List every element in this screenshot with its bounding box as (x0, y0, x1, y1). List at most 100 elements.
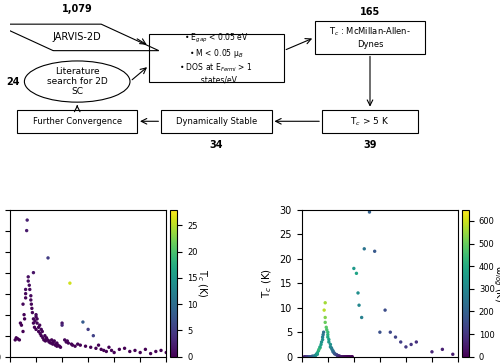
Point (33, 316, 41, 322)
Point (20, 312, 28, 317)
Point (26, 282, 34, 288)
Point (31, 318, 39, 324)
Point (58, 322, 66, 328)
Point (142, 347, 150, 352)
Point (76, 342, 84, 348)
Point (312, 351, 320, 357)
Point (402, 344, 410, 350)
Point (32, 327, 40, 332)
Point (64, 340, 72, 346)
Point (40, 337, 48, 343)
Point (102, 349, 110, 355)
Point (318, 334, 326, 340)
Point (110, 349, 118, 355)
Y-axis label: T$_c$ (K): T$_c$ (K) (260, 268, 274, 298)
Text: Literature
search for 2D
SC: Literature search for 2D SC (47, 67, 108, 96)
Point (381, 307, 389, 313)
Point (42, 335, 50, 341)
Point (360, 246, 368, 252)
Text: T$_c$ : McMillan-Allen-
Dynes: T$_c$ : McMillan-Allen- Dynes (329, 26, 411, 49)
Point (309, 353, 317, 359)
Point (82, 343, 90, 349)
Point (64, 338, 72, 344)
Point (27, 297, 35, 303)
Point (34, 329, 42, 335)
Point (22, 286, 30, 292)
Point (340, 354, 347, 360)
Point (321, 314, 329, 320)
Point (322, 324, 330, 330)
Point (162, 349, 170, 355)
Point (324, 329, 332, 335)
Point (320, 329, 328, 335)
Point (42, 338, 50, 344)
Point (347, 354, 355, 360)
Point (97, 347, 105, 352)
Text: 165: 165 (360, 7, 380, 17)
Point (370, 248, 378, 254)
Point (329, 349, 337, 355)
Point (428, 349, 436, 355)
Point (303, 354, 311, 360)
Point (86, 344, 94, 350)
Point (18, 322, 25, 328)
Point (326, 344, 334, 350)
Point (304, 354, 312, 360)
Point (315, 347, 323, 352)
Point (319, 332, 327, 337)
Point (324, 334, 332, 340)
Point (344, 354, 352, 360)
Y-axis label: T$_c$ (K): T$_c$ (K) (195, 269, 208, 297)
Point (11, 337, 19, 343)
Point (105, 344, 113, 350)
Point (328, 347, 336, 352)
Point (354, 290, 362, 296)
Point (306, 354, 314, 360)
Point (407, 341, 415, 347)
Point (317, 341, 325, 347)
Point (157, 348, 165, 353)
Point (30, 270, 38, 276)
Text: 24: 24 (6, 76, 20, 87)
Point (34, 324, 42, 330)
Point (324, 332, 332, 337)
Point (22, 295, 30, 301)
Point (45, 339, 53, 345)
Point (386, 329, 394, 335)
Point (74, 341, 82, 347)
Point (343, 354, 351, 360)
Text: JARVIS-2D: JARVIS-2D (53, 32, 102, 43)
Point (340, 354, 348, 360)
Point (24, 274, 32, 280)
Point (92, 345, 100, 351)
Point (30, 324, 38, 330)
Point (56, 343, 64, 349)
Point (39, 335, 47, 341)
Point (126, 349, 134, 355)
Point (341, 354, 349, 360)
Point (41, 333, 49, 339)
Point (23, 217, 31, 223)
Point (42, 336, 50, 342)
Point (325, 337, 333, 343)
Point (334, 353, 342, 359)
Point (30, 316, 38, 322)
Text: Further Convergence: Further Convergence (32, 117, 122, 126)
Point (333, 352, 341, 358)
Point (62, 339, 70, 345)
Point (358, 314, 366, 320)
Point (36, 322, 44, 328)
Text: 39: 39 (363, 141, 377, 150)
Text: 34: 34 (210, 141, 223, 150)
Point (330, 350, 338, 356)
Point (52, 341, 60, 347)
Point (94, 342, 102, 348)
Point (27, 293, 35, 299)
Point (334, 353, 342, 359)
Point (346, 354, 354, 360)
Point (131, 348, 139, 353)
Point (79, 319, 87, 325)
Point (318, 337, 326, 343)
Point (302, 354, 310, 360)
Point (314, 348, 322, 354)
